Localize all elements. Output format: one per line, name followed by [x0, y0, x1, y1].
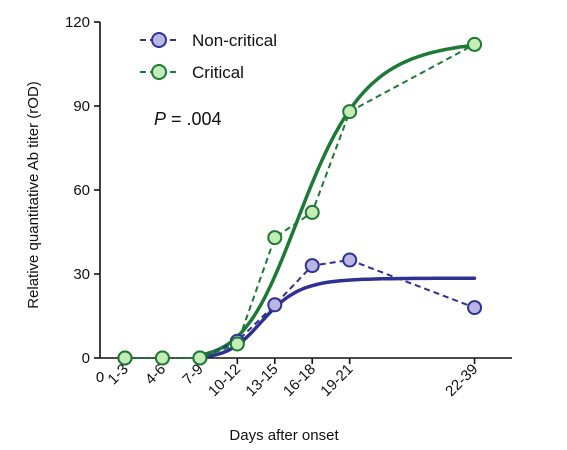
- data-point: [192, 350, 208, 366]
- y-tick-label: 0: [82, 350, 90, 367]
- data-point: [304, 204, 320, 220]
- data-point: [304, 258, 320, 274]
- data-point: [117, 350, 133, 366]
- data-point: [342, 104, 358, 120]
- y-axis-title: Relative quantitative Ab titer (rOD): [25, 81, 42, 309]
- legend-label: Non-critical: [192, 31, 277, 50]
- y-tick-label: 60: [73, 182, 90, 199]
- y-tick-label: 30: [73, 266, 90, 283]
- chart-legend: Non-critical Critical: [140, 31, 277, 82]
- y-tick-label: 120: [65, 14, 90, 31]
- p-value-italic: P: [154, 109, 166, 129]
- fit-curve: [198, 276, 477, 359]
- data-point: [267, 297, 283, 313]
- legend-marker: [151, 32, 167, 48]
- x-tick-label: 22-39: [442, 361, 481, 400]
- p-value-annotation: P = .004: [154, 109, 222, 129]
- data-series: [117, 36, 483, 366]
- x-tick-label: 16-18: [280, 361, 319, 400]
- data-point: [267, 230, 283, 246]
- legend-marker: [151, 64, 167, 80]
- series-line: [125, 258, 475, 359]
- data-point: [154, 350, 170, 366]
- fit-curve: [198, 43, 477, 357]
- x-tick-label: 13-15: [242, 361, 281, 400]
- x-axis-title: Days after onset: [229, 427, 339, 444]
- x-origin-label: 0: [96, 369, 104, 386]
- data-point: [342, 252, 358, 268]
- data-point: [467, 36, 483, 52]
- data-point: [467, 300, 483, 316]
- y-tick-label: 90: [73, 98, 90, 115]
- x-tick-label: 19-21: [317, 361, 356, 400]
- x-tick-label: 10-12: [205, 361, 244, 400]
- series-line: [125, 43, 475, 359]
- data-point: [229, 336, 245, 352]
- fit-curves: [198, 43, 477, 359]
- p-value-text: = .004: [166, 109, 222, 129]
- legend-label: Critical: [192, 63, 244, 82]
